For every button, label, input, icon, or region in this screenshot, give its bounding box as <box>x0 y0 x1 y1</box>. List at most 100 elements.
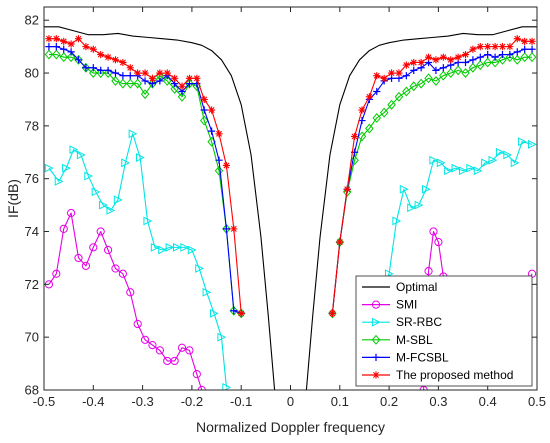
data-point <box>461 68 470 79</box>
data-point <box>490 57 500 68</box>
data-point <box>373 72 381 80</box>
data-point <box>518 137 527 147</box>
data-point <box>199 115 209 126</box>
data-point <box>140 89 150 100</box>
data-point <box>103 245 113 255</box>
data-point <box>136 153 145 162</box>
data-point <box>185 346 194 355</box>
legend-marker <box>371 334 381 345</box>
data-point <box>163 69 171 77</box>
data-point <box>126 288 135 297</box>
data-point <box>141 69 149 77</box>
data-point <box>222 161 231 170</box>
legend-marker <box>371 300 381 309</box>
data-point <box>513 35 521 43</box>
data-point <box>192 370 201 379</box>
data-point <box>209 308 219 318</box>
data-point <box>229 305 239 316</box>
data-point <box>170 83 179 94</box>
series-sr-rbc <box>44 129 537 390</box>
data-point <box>158 245 168 255</box>
data-point <box>215 156 223 164</box>
data-point <box>416 78 426 89</box>
data-point <box>439 53 447 61</box>
x-tick-label: 0.1 <box>331 394 349 409</box>
data-point <box>52 35 60 43</box>
data-point <box>66 52 76 63</box>
data-point <box>385 269 394 279</box>
data-point <box>528 37 536 45</box>
x-tick-label: 0.2 <box>380 394 398 409</box>
data-point <box>237 309 245 317</box>
data-point <box>156 69 164 77</box>
data-point <box>429 227 438 236</box>
series-line <box>305 26 537 390</box>
data-point <box>119 72 127 80</box>
data-point <box>498 43 507 51</box>
data-point <box>91 187 101 197</box>
data-point <box>113 195 123 205</box>
data-point <box>387 69 396 77</box>
data-point <box>173 242 182 252</box>
data-point <box>111 264 120 273</box>
data-point <box>89 243 98 252</box>
series-smi <box>44 208 537 390</box>
data-point <box>215 130 223 138</box>
data-point <box>133 78 142 89</box>
data-point <box>187 245 197 255</box>
y-axis-label: IF(dB) <box>5 179 21 218</box>
data-point <box>185 78 194 89</box>
data-point <box>74 253 83 263</box>
data-point <box>178 82 186 90</box>
data-point <box>424 53 433 61</box>
x-tick-label: 0.5 <box>528 394 546 409</box>
data-point <box>76 150 86 160</box>
data-point <box>111 75 120 86</box>
data-point <box>119 58 127 67</box>
data-point <box>45 43 53 51</box>
data-point <box>150 242 160 252</box>
data-point <box>373 87 381 96</box>
data-point <box>171 74 179 82</box>
data-point <box>432 56 440 64</box>
data-point <box>106 205 116 215</box>
legend-label: The proposed method <box>396 368 513 382</box>
legend-marker <box>372 353 380 361</box>
series-layer <box>44 26 537 390</box>
data-point <box>217 332 227 342</box>
data-point <box>506 50 514 59</box>
legend-label: M-SBL <box>396 333 433 347</box>
data-point <box>498 50 507 59</box>
data-point <box>453 65 463 76</box>
data-point <box>505 52 515 63</box>
series-line <box>44 26 276 390</box>
data-point <box>365 123 374 134</box>
legend-label: M-FCSBL <box>396 350 449 364</box>
data-point <box>60 37 68 45</box>
data-point <box>141 77 149 85</box>
data-point <box>126 64 134 72</box>
data-point <box>409 81 419 92</box>
data-point <box>434 237 443 247</box>
data-point <box>402 72 410 80</box>
data-point <box>121 158 131 168</box>
data-point <box>156 77 164 85</box>
data-point <box>432 66 440 74</box>
data-point <box>446 68 455 79</box>
data-point <box>350 155 359 166</box>
data-point <box>495 147 505 157</box>
data-point <box>357 131 367 142</box>
data-point <box>372 112 382 123</box>
data-point <box>328 308 337 319</box>
data-point <box>527 139 537 149</box>
data-point <box>466 163 476 173</box>
y-tick-label: 70 <box>25 330 39 345</box>
data-point <box>491 53 499 61</box>
data-point <box>165 242 175 252</box>
data-point <box>82 64 90 72</box>
data-point <box>143 216 153 226</box>
data-point <box>402 61 410 69</box>
data-point <box>454 53 462 61</box>
data-point <box>126 78 135 89</box>
data-point <box>380 74 388 82</box>
